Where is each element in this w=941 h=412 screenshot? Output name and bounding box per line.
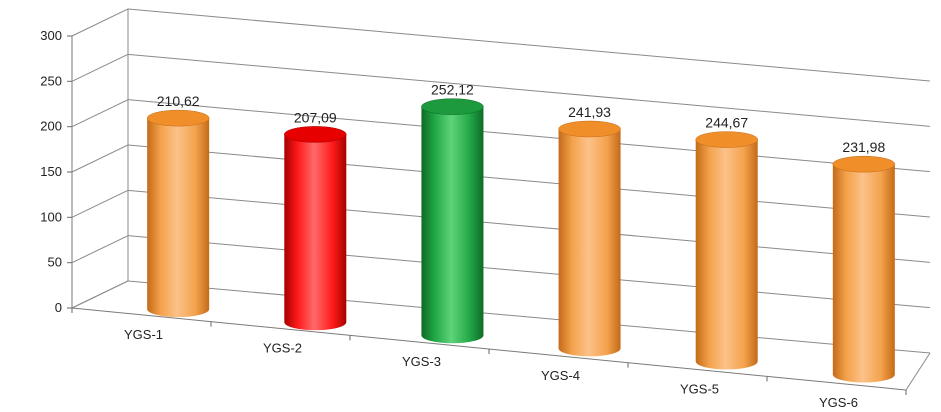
bar xyxy=(284,126,347,331)
x-category-label: YGS-6 xyxy=(819,395,858,410)
side-gridline xyxy=(71,235,129,264)
bar xyxy=(421,98,484,344)
gridline xyxy=(127,8,931,82)
side-gridline xyxy=(71,99,129,128)
gridline xyxy=(127,235,931,309)
gridlines xyxy=(71,8,931,354)
side-gridline xyxy=(71,144,129,173)
side-gridline xyxy=(71,8,129,37)
axes xyxy=(67,9,931,395)
y-tick-label: 250 xyxy=(40,73,62,88)
y-tick-label: 100 xyxy=(40,209,62,224)
data-label: 231,98 xyxy=(842,139,885,155)
x-category-label: YGS-4 xyxy=(541,368,580,383)
floor-right-edge xyxy=(905,352,931,391)
bar-top xyxy=(146,109,210,127)
y-tick-label: 50 xyxy=(48,255,62,270)
x-axis-categories: YGS-1 YGS-2 YGS-3 YGS-4 YGS-5 YGS-6 xyxy=(124,327,858,410)
data-label: 252,12 xyxy=(431,82,474,98)
data-label: 210,62 xyxy=(157,93,200,109)
gridline xyxy=(127,144,931,218)
bar-body xyxy=(284,134,347,331)
floor-left-edge xyxy=(71,280,129,309)
y-tick-label: 200 xyxy=(40,119,62,134)
bar xyxy=(558,120,621,357)
x-category-label: YGS-2 xyxy=(263,341,302,356)
data-labels: 210,62 207,09 252,12 241,93 244,67 231,98 xyxy=(157,82,886,156)
gridline xyxy=(127,53,931,127)
data-label: 207,09 xyxy=(294,109,337,125)
data-label: 244,67 xyxy=(705,115,748,131)
bar xyxy=(832,155,896,383)
y-tick-label: 300 xyxy=(40,28,62,43)
bar-top xyxy=(421,98,484,115)
data-label: 241,93 xyxy=(568,104,611,120)
side-gridline xyxy=(71,189,129,218)
bar xyxy=(695,131,758,370)
bar-body xyxy=(695,139,758,370)
y-tick-label: 0 xyxy=(55,300,62,315)
bar-top xyxy=(284,126,347,143)
gridline xyxy=(127,280,931,354)
bar-body xyxy=(147,118,210,318)
side-gridline xyxy=(71,53,129,82)
bar-body xyxy=(558,128,621,357)
bars xyxy=(146,98,896,383)
bar-top xyxy=(695,131,758,148)
y-axis-ticks: 0 50 100 150 200 250 300 xyxy=(40,28,62,315)
x-category-label: YGS-3 xyxy=(402,354,441,369)
bar xyxy=(146,109,210,318)
bar-body xyxy=(421,106,484,344)
x-category-label: YGS-5 xyxy=(680,382,719,397)
y-tick-label: 150 xyxy=(40,164,62,179)
bar-body xyxy=(832,164,895,383)
bar-top xyxy=(558,120,621,138)
gridline xyxy=(127,189,931,263)
bar-top xyxy=(832,155,896,173)
x-category-label: YGS-1 xyxy=(124,327,163,342)
gridline xyxy=(127,99,931,173)
